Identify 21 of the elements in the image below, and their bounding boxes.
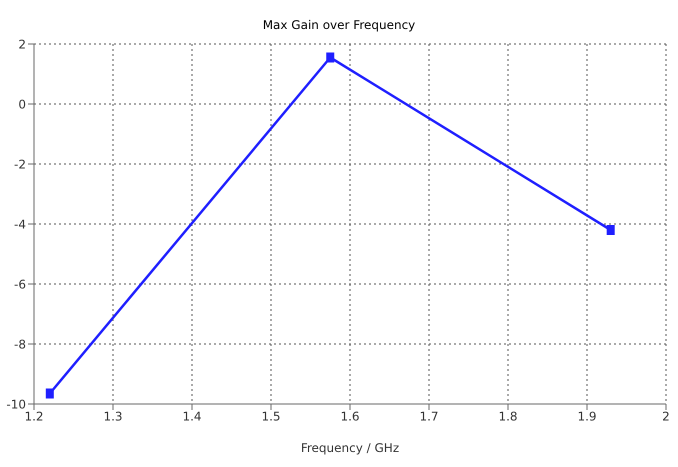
x-tick-label: 1.9 (577, 410, 597, 424)
x-tick-label: 1.6 (340, 410, 360, 424)
chart-title: Max Gain over Frequency (262, 18, 416, 32)
x-tick-label: 1.3 (103, 410, 123, 424)
y-tick-label: -2 (14, 157, 26, 172)
x-tick-label: 1.7 (419, 410, 439, 424)
point (606, 225, 615, 235)
x-tick-label: 1.4 (182, 410, 202, 424)
x-tick-label: 1.2 (24, 410, 44, 424)
x-tick-label: 1.5 (261, 410, 281, 424)
point (326, 52, 334, 62)
y-tick-label: -6 (14, 277, 26, 292)
point (46, 388, 54, 398)
y-tick-label: -4 (14, 217, 26, 232)
y-tick-label: 0 (18, 97, 26, 112)
x-tick-label: 1.8 (498, 410, 518, 424)
y-tick-label: -10 (6, 397, 26, 412)
x-tick-label: 2 (662, 410, 670, 424)
y-tick-label: -8 (14, 337, 26, 352)
y-tick-label: 2 (18, 37, 26, 52)
x-axis-title: Frequency / GHz (300, 441, 400, 455)
